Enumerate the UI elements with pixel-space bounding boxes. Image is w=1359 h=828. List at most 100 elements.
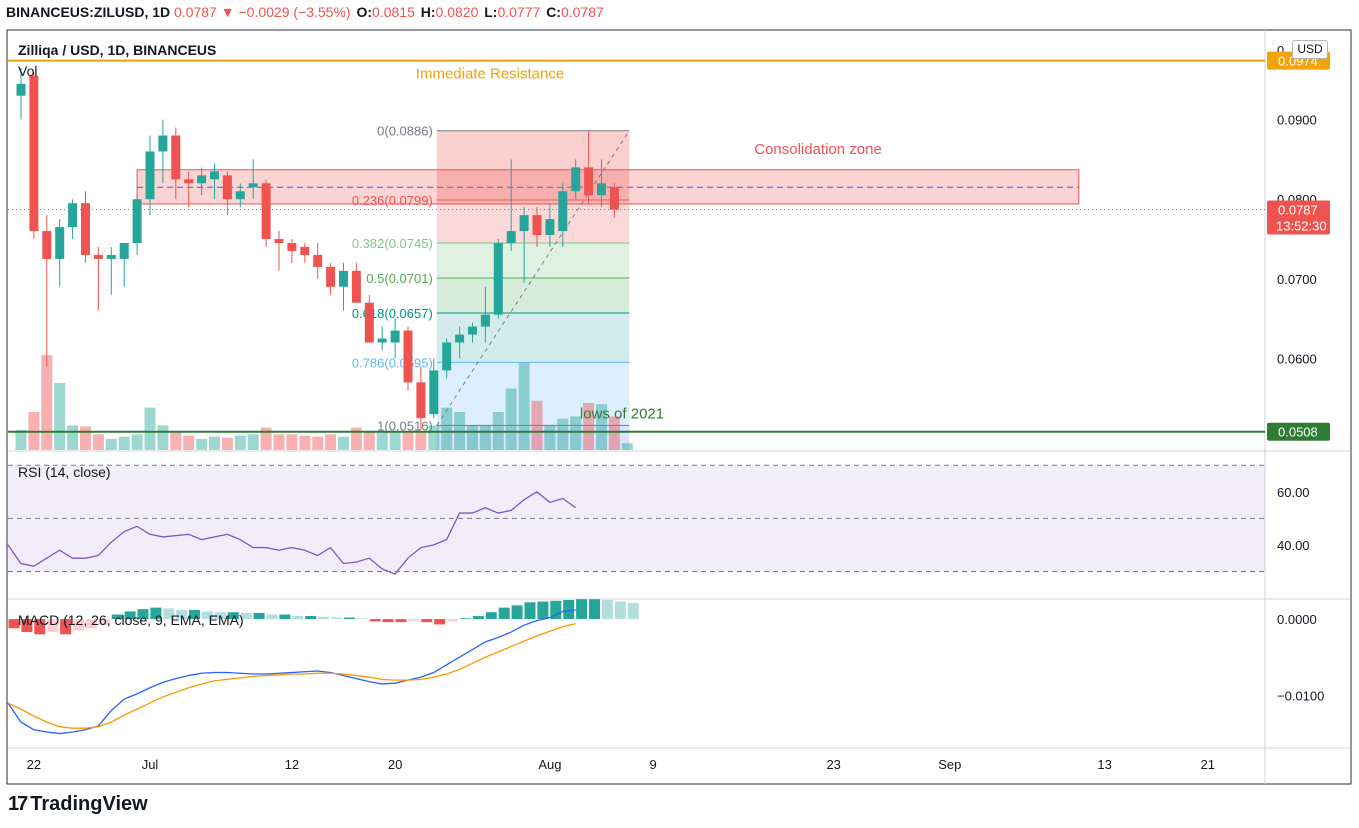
tradingview-name: TradingView bbox=[30, 793, 148, 815]
candle-body bbox=[377, 338, 387, 343]
header-close-label: C: bbox=[546, 4, 561, 20]
header-arrow: ▼ bbox=[220, 4, 235, 20]
header-bar: BINANCEUS:ZILUSD, 1D 0.0787 ▼ −0.0029 (−… bbox=[6, 4, 604, 22]
candle-body bbox=[29, 75, 39, 232]
candle-body bbox=[261, 183, 271, 240]
price-tick-label: 0. bbox=[1277, 43, 1288, 58]
macd-histogram-bar bbox=[189, 609, 201, 620]
time-tick-label: 13 bbox=[1097, 757, 1111, 772]
candle-body bbox=[106, 254, 116, 259]
volume-bar bbox=[389, 432, 401, 450]
candle-body bbox=[171, 135, 181, 180]
header-high: 0.0820 bbox=[435, 4, 479, 20]
macd-histogram-bar bbox=[111, 614, 123, 620]
candle-body bbox=[119, 243, 129, 259]
candle-body bbox=[571, 167, 581, 192]
candle-body bbox=[442, 342, 452, 371]
header-open: 0.0815 bbox=[372, 4, 415, 20]
volume-bar bbox=[80, 426, 91, 450]
candle-body bbox=[339, 270, 348, 287]
time-tick-label: Sep bbox=[938, 757, 961, 772]
candle-body bbox=[68, 203, 78, 228]
volume-bar bbox=[299, 435, 311, 450]
volume-bar bbox=[157, 425, 169, 450]
macd-histogram-bar bbox=[8, 619, 20, 629]
macd-histogram-bar bbox=[472, 616, 484, 620]
volume-bar bbox=[15, 429, 27, 450]
candle-body bbox=[597, 183, 606, 196]
fib-level-label: 0.618(0.0657) bbox=[352, 306, 433, 321]
volume-bar bbox=[363, 431, 375, 450]
macd-histogram-bar bbox=[434, 619, 446, 625]
volume-legend: Vol bbox=[18, 63, 37, 79]
macd-histogram-bar bbox=[460, 618, 471, 620]
candle-body bbox=[81, 203, 90, 255]
volume-bar bbox=[608, 416, 620, 450]
macd-histogram-bar bbox=[202, 611, 213, 620]
fib-band bbox=[436, 243, 630, 279]
volume-bar bbox=[312, 436, 324, 450]
candle-body bbox=[222, 175, 232, 200]
candle-body bbox=[313, 254, 323, 267]
macd-histogram-bar bbox=[60, 619, 72, 635]
volume-bar bbox=[144, 407, 156, 450]
candle-body bbox=[480, 314, 490, 327]
volume-bar bbox=[209, 436, 220, 450]
candle-body bbox=[42, 231, 52, 259]
candle-body bbox=[416, 382, 426, 419]
candle-body bbox=[609, 187, 619, 210]
tradingview-brand[interactable]: 17 TradingView bbox=[8, 793, 148, 816]
macd-histogram-bar bbox=[576, 599, 588, 620]
volume-bar bbox=[41, 355, 53, 450]
candle-body bbox=[403, 330, 413, 383]
macd-histogram-bar bbox=[279, 614, 291, 620]
candle-body bbox=[158, 135, 168, 152]
price-tick-label: 0.0600 bbox=[1277, 351, 1317, 366]
volume-bar bbox=[67, 425, 79, 450]
macd-tick-label: 0.0000 bbox=[1277, 612, 1317, 627]
candle-body bbox=[274, 239, 284, 243]
macd-histogram-bar bbox=[163, 608, 175, 620]
volume-bar bbox=[583, 403, 595, 450]
volume-bar bbox=[92, 434, 104, 450]
currency-button[interactable]: USD bbox=[1292, 40, 1328, 59]
macd-histogram-bar bbox=[550, 600, 562, 620]
header-low: 0.0777 bbox=[497, 4, 541, 20]
macd-line bbox=[7, 609, 576, 735]
candle-body bbox=[493, 243, 503, 315]
macd-histogram-bar bbox=[21, 619, 33, 633]
volume-bar bbox=[170, 431, 182, 450]
candle-body bbox=[197, 175, 207, 184]
fib-level-label: 1(0.0516) bbox=[377, 418, 433, 433]
fib-level-label: 0.786(0.0595) bbox=[352, 355, 433, 370]
candle-body bbox=[55, 227, 65, 259]
fib-band bbox=[436, 425, 630, 450]
candle-body bbox=[300, 246, 310, 255]
macd-histogram-bar bbox=[240, 612, 252, 620]
volume-bar bbox=[531, 400, 543, 450]
macd-histogram-bar bbox=[137, 609, 149, 620]
annotation-resistance: Immediate Resistance bbox=[416, 66, 564, 83]
header-low-label: L: bbox=[484, 4, 498, 20]
macd-histogram-bar bbox=[34, 619, 46, 635]
candle-body bbox=[287, 243, 297, 251]
volume-bar bbox=[350, 427, 362, 450]
time-tick-label: 22 bbox=[27, 757, 41, 772]
macd-tick-label: −0.0100 bbox=[1277, 688, 1324, 703]
candle-body bbox=[235, 191, 245, 200]
rsi-tick-label: 40.00 bbox=[1277, 538, 1310, 553]
candle-body bbox=[93, 254, 103, 259]
candle-body bbox=[351, 270, 361, 303]
price-tick-label: 0.0900 bbox=[1277, 113, 1317, 128]
signal-line bbox=[7, 623, 576, 729]
candle-body bbox=[16, 83, 26, 96]
annotation-consolidation: Consolidation zone bbox=[754, 141, 882, 158]
macd-histogram-bar bbox=[318, 616, 330, 620]
macd-histogram-bar bbox=[292, 616, 304, 620]
fib-trend-line bbox=[436, 130, 630, 426]
macd-histogram-bar bbox=[253, 612, 265, 620]
volume-bar bbox=[260, 427, 272, 450]
macd-histogram-bar bbox=[614, 601, 626, 620]
volume-bar bbox=[286, 434, 298, 450]
